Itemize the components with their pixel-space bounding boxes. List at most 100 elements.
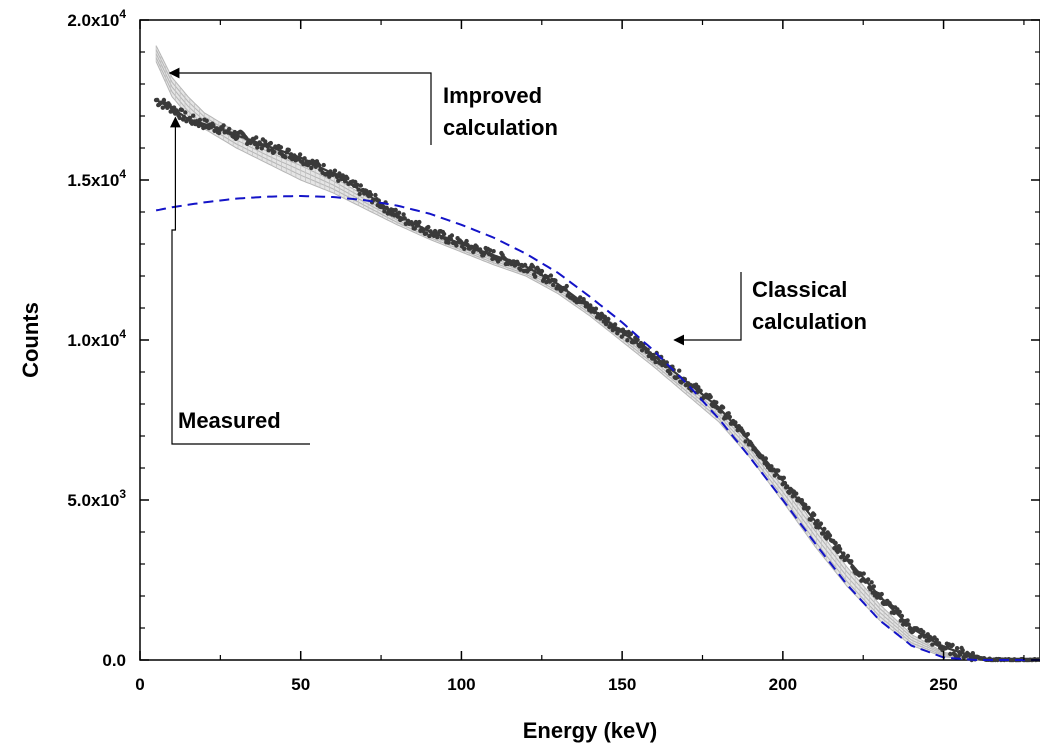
y-tick-label-2: 1.0x104 (67, 327, 126, 350)
measured-point (259, 146, 264, 151)
measured-point (401, 212, 406, 217)
measured-point (606, 316, 611, 322)
measured-point (332, 168, 338, 173)
measured-point (785, 484, 790, 489)
measured-point (724, 415, 729, 420)
measured-point (216, 130, 222, 136)
measured-point (566, 291, 572, 296)
measured-point (954, 646, 960, 651)
measured-point (818, 521, 824, 526)
y-tick-label-3: 1.5x104 (67, 167, 126, 190)
measured-point (426, 224, 431, 230)
measured-point (179, 107, 185, 113)
measured-point (423, 231, 429, 236)
measured-point (899, 613, 905, 619)
measured-point (319, 167, 324, 172)
measured-series (153, 97, 1040, 663)
measured-point (545, 274, 550, 280)
measured-point (266, 148, 271, 153)
measured-point (381, 205, 386, 210)
measured-point (588, 303, 593, 308)
annotation-classical-line-0: Classical (752, 277, 847, 302)
measured-point (866, 577, 871, 582)
measured-point (368, 192, 374, 197)
measured-point (214, 126, 219, 131)
measured-point (232, 129, 237, 135)
measured-point (861, 571, 866, 576)
measured-point (584, 301, 590, 306)
measured-point (417, 219, 422, 225)
measured-point (479, 249, 484, 255)
measured-point (934, 637, 939, 643)
measured-point (714, 400, 719, 405)
measured-point (421, 227, 426, 232)
improved-band-line-4 (155, 61, 1040, 661)
measured-point (364, 188, 369, 194)
measured-point (548, 273, 554, 278)
measured-point (175, 109, 180, 115)
measured-point (858, 571, 863, 576)
measured-point (254, 135, 259, 140)
measured-point (822, 526, 827, 532)
measured-point (283, 155, 288, 160)
x-tick-label-2: 100 (447, 675, 475, 694)
measured-point (393, 207, 398, 213)
measured-point (302, 156, 307, 161)
measured-point (906, 622, 911, 627)
measured-point (930, 642, 935, 647)
annotation-measured-line-0: Measured (178, 408, 281, 433)
measured-point (782, 480, 788, 486)
measured-point (668, 371, 673, 376)
measured-point (286, 147, 291, 153)
measured-point (258, 142, 263, 147)
measured-point (187, 115, 192, 121)
measured-point (827, 533, 833, 538)
x-axis-title: Energy (keV) (523, 718, 658, 743)
measured-point (645, 347, 650, 352)
measured-point (812, 512, 817, 517)
measured-point (373, 192, 378, 198)
measured-point (763, 456, 768, 461)
measured-point (396, 210, 402, 215)
measured-point (845, 553, 851, 559)
measured-point (227, 126, 232, 132)
measured-point (336, 178, 341, 183)
measured-point (234, 135, 240, 140)
measured-point (446, 240, 451, 245)
measured-point (155, 97, 160, 103)
measured-point (539, 268, 545, 274)
measured-point (278, 145, 284, 150)
measured-point (841, 551, 846, 556)
annotation-measured-leader (169, 116, 310, 445)
measured-point (268, 140, 273, 146)
annotation-improved-line-0: Improved (443, 83, 542, 108)
measured-point (518, 267, 523, 272)
measured-point (533, 274, 538, 279)
measured-point (868, 587, 873, 592)
measured-point (395, 214, 401, 219)
axis-ticks: 0 50 100 150 200 250 0.0 5.0x103 1.0x104 1.5x104 2… (67, 7, 1040, 694)
measured-point (197, 117, 203, 123)
annotations: Improved calculation Classical calculation M… (168, 67, 867, 445)
measured-point (355, 182, 360, 188)
y-axis-title: Counts (18, 302, 43, 378)
measured-point (449, 233, 455, 238)
x-tick-label-0: 0 (135, 675, 144, 694)
measured-point (708, 394, 713, 400)
measured-point (625, 338, 630, 343)
measured-point (879, 591, 884, 597)
measured-point (921, 629, 926, 635)
measured-point (628, 331, 633, 337)
y-tick-label-1: 5.0x103 (67, 487, 126, 510)
measured-point (878, 595, 883, 601)
measured-point (871, 584, 876, 589)
measured-point (551, 282, 556, 288)
measured-point (498, 256, 503, 262)
measured-point (356, 187, 361, 192)
measured-point (651, 352, 656, 358)
measured-point (898, 618, 903, 623)
measured-point (806, 505, 811, 511)
classical-calculation-series (155, 194, 1040, 661)
plot-frame (139, 19, 1040, 661)
